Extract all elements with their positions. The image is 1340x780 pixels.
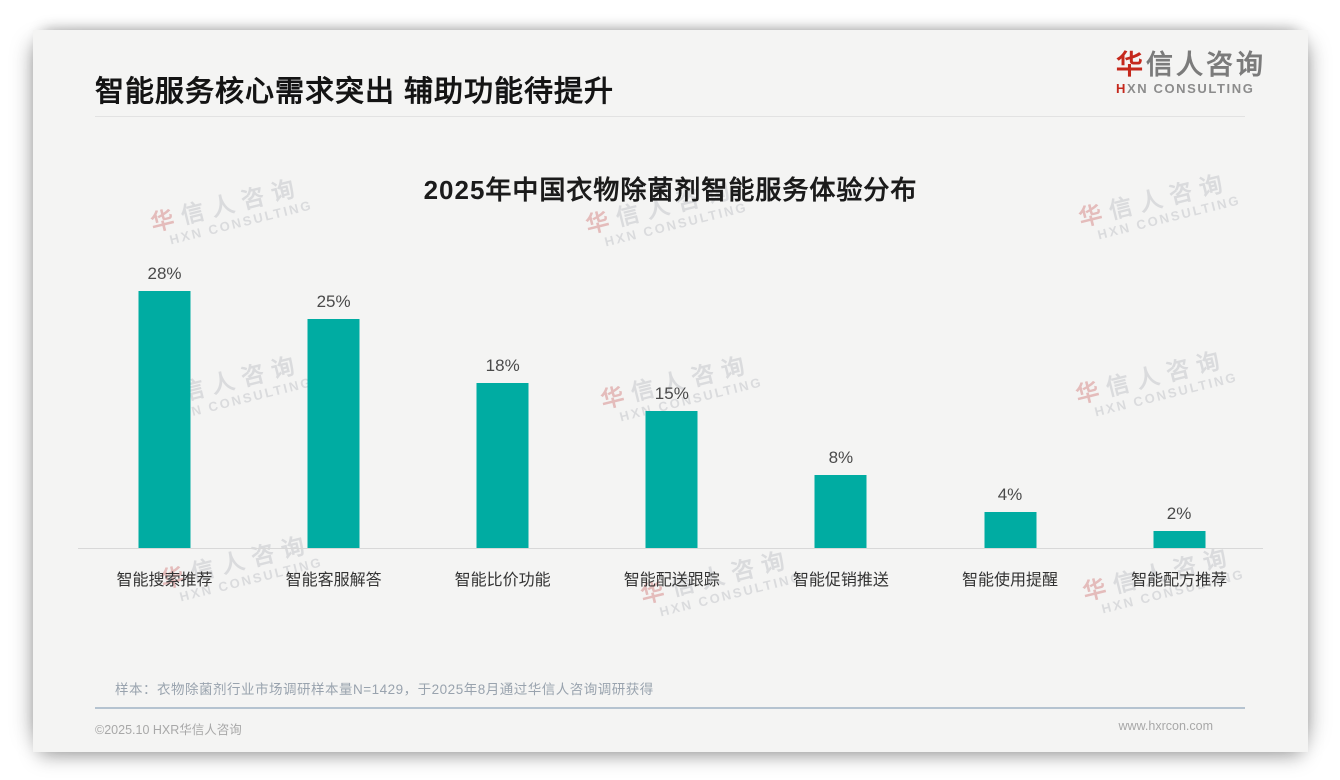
bar-column: 4% 智能使用提醒 [926,485,1095,589]
bar [476,383,529,549]
bar-value-label: 4% [997,485,1023,505]
bar-column: 2% 智能配方推荐 [1095,503,1264,589]
website-url: www.hxrcon.com [1118,719,1213,733]
bar-column: 28% 智能搜索推荐 [80,264,249,589]
bar-column: 25% 智能客服解答 [249,292,418,589]
bar-category-label: 智能搜索推荐 [116,572,213,589]
bar-column: 8% 智能促销推送 [756,448,925,589]
bar-value-label: 28% [147,264,182,284]
slide-card: 智能服务核心需求突出 辅助功能待提升 华信人咨询 HXN CONSULTING … [33,30,1308,752]
logo-cn-text: 华信人咨询 [1116,50,1266,81]
bar [138,291,191,549]
company-logo: 华信人咨询 HXN CONSULTING [1116,50,1266,96]
bar-plot: 28% 智能搜索推荐 25% 智能客服解答 18% 智能比价功能 15% 智能配送跟踪 8% 智能… [33,30,1308,589]
bar-category-label: 智能促销推送 [792,572,889,589]
header-divider [95,116,1245,117]
bar [984,512,1036,549]
page-title: 智能服务核心需求突出 辅助功能待提升 [95,76,615,108]
footer-divider [95,707,1245,709]
bar [814,475,867,549]
bar [1153,530,1206,549]
bar [645,411,698,549]
bar-value-label: 2% [1166,503,1192,523]
bar-value-label: 15% [654,384,689,403]
logo-en-text: HXN CONSULTING [1116,81,1255,97]
bar-column: 18% 智能比价功能 [418,356,587,589]
bar-value-label: 18% [485,356,520,376]
bar-category-label: 智能配方推荐 [1131,572,1228,589]
bar-category-label: 智能使用提醒 [961,572,1058,589]
bar-column: 15% 智能配送跟踪 [587,384,756,589]
bar-category-label: 智能客服解答 [285,572,382,589]
logo-cn-rest: 信人咨询 [1146,50,1266,80]
bar-value-label: 8% [828,448,854,468]
bar [307,319,360,549]
x-axis-line [78,548,1263,549]
bar-category-label: 智能比价功能 [454,572,551,589]
logo-cn-accent-char: 华 [1116,50,1146,80]
sample-note: 样本：衣物除菌剂行业市场调研样本量N=1429，于2025年8月通过华信人咨询调… [115,682,654,697]
bar-category-label: 智能配送跟踪 [623,572,720,589]
chart-title: 2025年中国衣物除菌剂智能服务体验分布 [423,175,918,205]
copyright-text: ©2025.10 HXR华信人咨询 [95,723,242,737]
bar-value-label: 25% [316,292,351,311]
